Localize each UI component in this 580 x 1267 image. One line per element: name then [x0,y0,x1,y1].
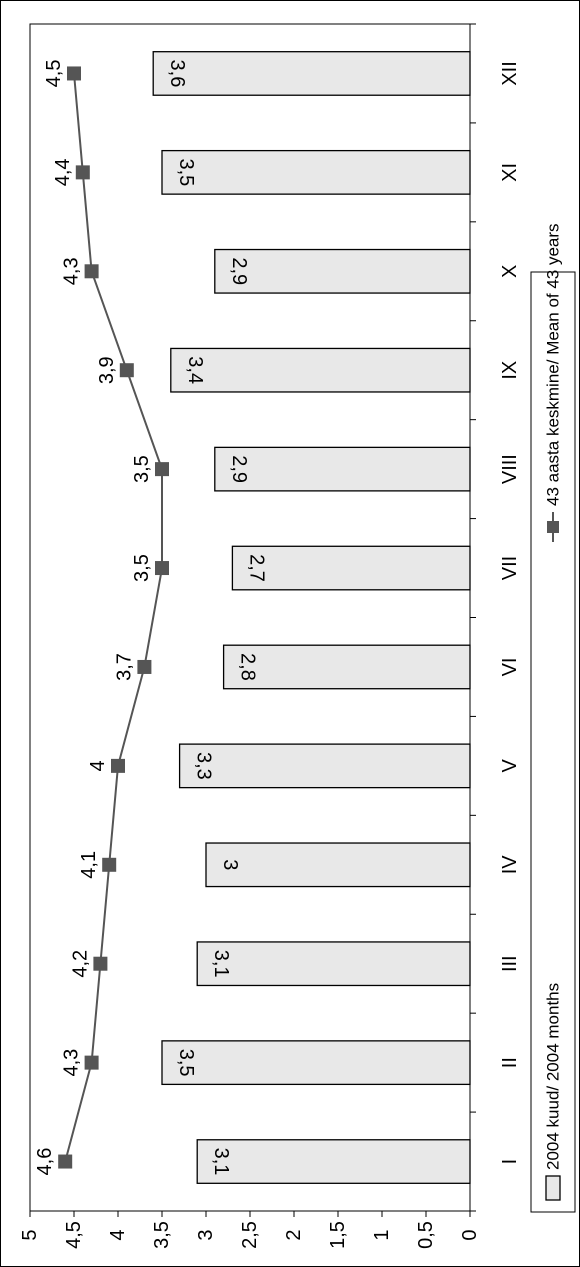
bar-value-label: 3,5 [175,1049,197,1077]
mean-value-label: 4,4 [52,158,74,186]
mean-line [64,73,163,1162]
bar-value-label: 3 [219,859,241,870]
mean-value-label: 4,2 [69,950,91,978]
bar [170,347,471,393]
value-tick-label: 0,5 [415,1221,437,1249]
value-tick-label: 2,5 [239,1221,261,1249]
mean-value-label: 3,5 [131,554,153,582]
value-tick-label: 4 [107,1229,129,1240]
mean-point [67,66,81,81]
value-tick-label: 2 [283,1229,305,1240]
legend-line-marker [547,521,559,533]
legend-bar-label: 2004 kuud/ 2004 months [544,983,563,1170]
mean-point [119,363,134,378]
mean-value-label: 4,6 [34,1148,56,1176]
mean-point [155,561,169,576]
bar-value-label: 3,5 [175,158,197,186]
legend-bar-swatch [545,1175,561,1201]
category-label: XI [499,163,521,182]
bar [152,51,471,96]
category-label: X [499,265,521,278]
bar [222,644,471,690]
category-label: VI [499,658,521,677]
bar-value-label: 3,4 [184,356,206,384]
value-tick-label: 0 [459,1229,481,1240]
category-label: VIII [499,454,521,484]
value-tick-label: 5 [19,1229,41,1240]
mean-value-label: 3,7 [113,653,135,681]
mean-point [102,857,117,872]
bar [214,446,471,492]
mean-value-label: 4,3 [61,1049,83,1077]
bar-value-label: 2,8 [237,653,259,681]
category-label: II [499,1057,521,1068]
bar [178,743,471,789]
bar-value-label: 3,1 [210,1148,232,1176]
mean-value-label: 4,3 [61,257,83,285]
bar-value-label: 2,9 [228,257,250,285]
mean-point [137,659,152,674]
category-label: III [499,955,521,972]
bar [205,842,471,888]
bar-value-label: 2,7 [245,554,267,582]
mean-point [58,1154,73,1169]
bar [161,149,471,195]
plot-border [29,23,471,1212]
mean-value-label: 4 [87,760,109,771]
bar [231,545,471,591]
legend-line-label: 43 aasta keskmine/ Mean of 43 years [544,223,563,506]
bar [196,1139,471,1184]
mean-point [75,165,90,180]
mean-point [84,1055,99,1070]
bar-value-label: 3,6 [166,60,188,88]
mean-point [155,462,169,477]
mean-point [84,264,99,279]
bar [214,248,471,294]
category-label: IV [499,855,521,875]
mean-value-label: 4,5 [43,60,65,88]
category-label: VII [499,556,521,580]
value-tick-label: 1 [371,1229,393,1240]
mean-value-label: 3,9 [96,356,118,384]
bar [161,1040,471,1086]
mean-point [93,956,108,971]
legend-box [530,271,576,1213]
category-label: I [499,1159,521,1165]
value-tick-label: 3 [195,1229,217,1240]
value-tick-label: 3,5 [151,1221,173,1249]
bar [196,941,471,987]
plot-area: 00,511,522,533,544,55IIIIIIIVVVIVIIVIIII… [19,23,576,1249]
mean-point [111,758,125,773]
category-label: XII [499,61,521,85]
category-label: IX [499,361,521,380]
category-label: V [499,759,521,773]
value-tick-label: 4,5 [63,1221,85,1249]
bar-value-label: 3,3 [193,752,215,780]
bar-value-label: 2,9 [228,455,250,483]
mean-value-label: 4,1 [78,851,100,879]
value-tick-label: 1,5 [327,1221,349,1249]
mean-value-label: 3,5 [131,455,153,483]
bar-value-label: 3,1 [210,950,232,978]
